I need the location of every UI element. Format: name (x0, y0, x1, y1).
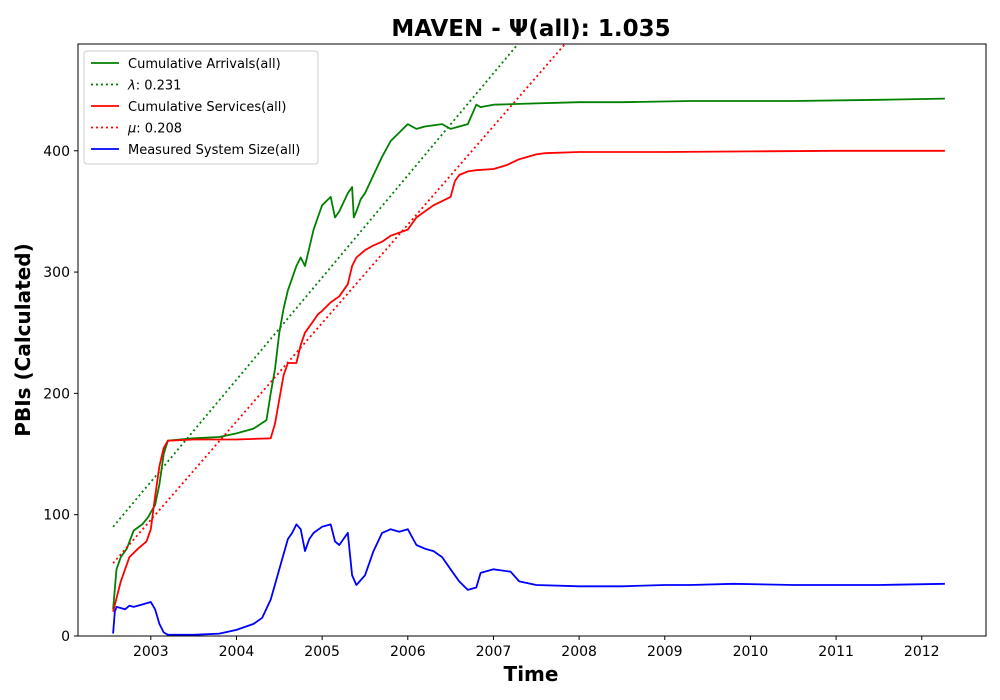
series-line-3 (112, 149, 945, 612)
y-tick-label: 400 (43, 144, 70, 160)
x-tick-label: 2008 (561, 644, 597, 660)
series-line-5 (112, 523, 945, 636)
y-tick-label: 300 (43, 265, 70, 281)
x-tick-label: 2006 (390, 644, 426, 660)
legend-label-cumulative-arrivals-all: Cumulative Arrivals(all) (128, 57, 281, 72)
y-axis: 0 100 200 300 400 (43, 144, 78, 645)
plot-frame (77, 43, 987, 637)
series-line-4 (112, 44, 567, 564)
x-tick-label: 2003 (133, 644, 169, 660)
chart-title: MAVEN - Ψ(all): 1.035 (391, 16, 670, 42)
x-axis-label: Time (504, 662, 559, 686)
x-axis: 2003 2004 2005 2006 2007 2008 2009 2010 2011 2012 (133, 636, 940, 660)
x-tick-label: 2011 (818, 644, 854, 660)
legend-label-cumulative-services-all: Cumulative Services(all) (128, 100, 286, 115)
legend: Cumulative Arrivals(all) λ: 0.231 Cumulati… (83, 50, 319, 165)
y-axis-label: PBIs (Calculated) (11, 243, 35, 436)
series-line-1 (112, 97, 945, 610)
legend-box (83, 50, 319, 165)
x-tick-label: 2010 (733, 644, 769, 660)
x-tick-label: 2009 (647, 644, 683, 660)
x-tick-label: 2012 (904, 644, 940, 660)
series-layer (112, 44, 945, 636)
legend-label-0-208: μ: 0.208 (127, 122, 182, 137)
y-tick-label: 200 (43, 386, 70, 402)
legend-label-0-231: λ: 0.231 (127, 79, 181, 94)
series-line-2 (112, 44, 520, 528)
y-tick-label: 0 (61, 629, 70, 645)
legend-label-measured-system-size-all: Measured System Size(all) (128, 143, 300, 158)
x-tick-label: 2005 (304, 644, 340, 660)
x-tick-label: 2007 (476, 644, 512, 660)
x-tick-label: 2004 (219, 644, 255, 660)
y-tick-label: 100 (43, 508, 70, 524)
